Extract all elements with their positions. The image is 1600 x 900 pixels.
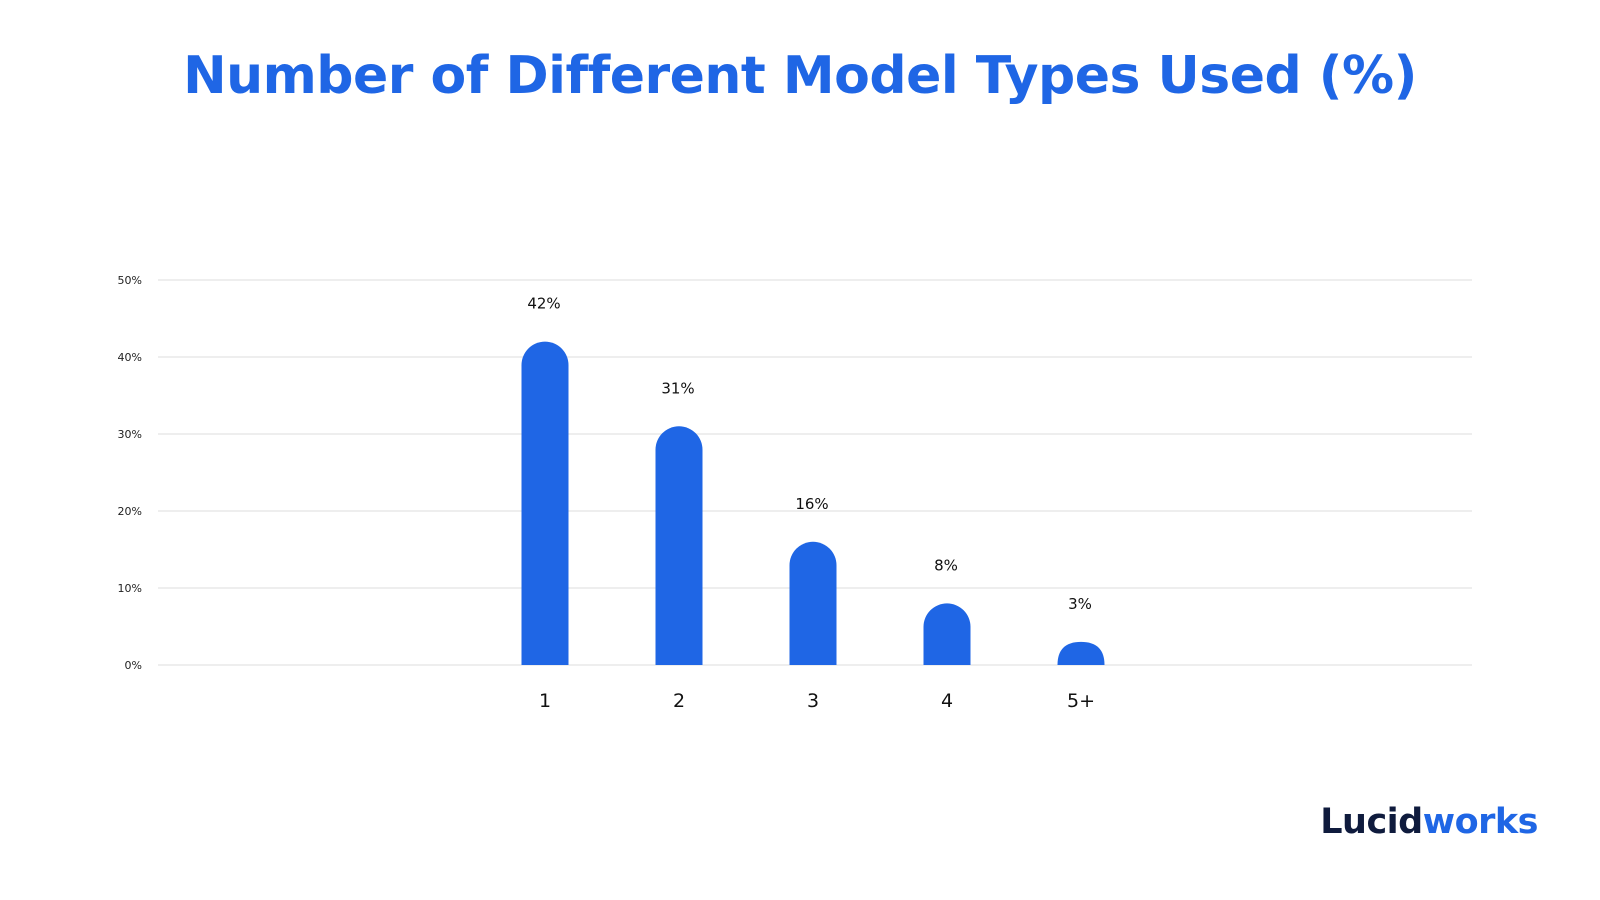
y-tick-label: 30% [118,428,142,441]
bar-5plus [1057,641,1105,665]
y-tick-label: 20% [118,505,142,518]
data-label: 16% [795,495,828,513]
chart-title: Number of Different Model Types Used (%) [183,46,1417,106]
y-tick-label: 0% [125,659,142,672]
lucidworks-logo: Lucidworks [1320,802,1538,842]
x-tick-label: 3 [807,690,819,712]
data-label: 42% [527,295,560,313]
y-tick-label: 40% [118,351,142,364]
x-tick-label: 1 [539,690,551,712]
data-label: 31% [661,379,694,397]
bar-3 [789,541,837,665]
y-axis-ticks: 0% 10% 20% 30% 40% 50% [118,274,142,672]
y-tick-label: 10% [118,582,142,595]
data-label: 3% [1068,595,1092,613]
logo-part-lucid: Lucid [1320,802,1423,842]
x-tick-label: 4 [941,690,953,712]
data-labels: 42% 31% 16% 8% 3% [527,295,1092,613]
logo-part-works: works [1422,802,1539,842]
x-axis-ticks: 1 2 3 4 5+ [539,690,1095,712]
bar-4 [923,603,971,665]
bar-2 [655,426,703,665]
bar-1 [521,341,569,665]
bars [521,341,1105,665]
x-tick-label: 2 [673,690,685,712]
data-label: 8% [934,556,958,574]
x-tick-label: 5+ [1067,690,1095,712]
y-tick-label: 50% [118,274,142,287]
